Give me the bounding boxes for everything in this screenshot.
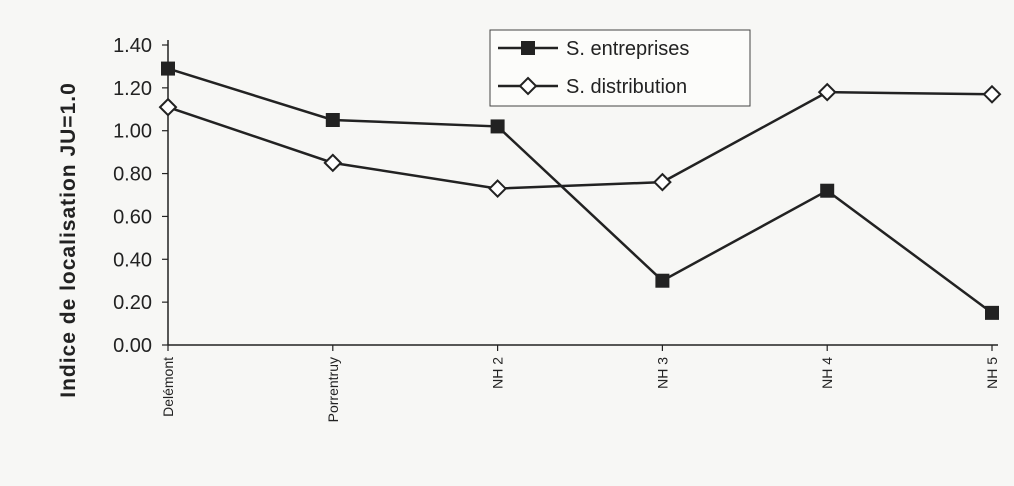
x-tick-label: NH 4 <box>819 357 835 389</box>
y-tick-label: 0.20 <box>113 292 152 314</box>
legend-label: S. entreprises <box>566 38 689 60</box>
series-line <box>167 90 993 190</box>
y-tick-label: 0.60 <box>113 206 152 228</box>
series-2 <box>158 82 1002 198</box>
data-point <box>982 84 1002 104</box>
data-point <box>652 172 672 192</box>
legend-label: S. distribution <box>566 76 687 98</box>
data-point <box>985 305 999 320</box>
y-tick-label: 0.80 <box>113 164 152 186</box>
legend-marker <box>518 76 538 96</box>
legend: S. entreprises S. distribution <box>489 29 751 107</box>
y-axis-title: Indice de localisation JU=1.0 <box>57 82 80 398</box>
data-point <box>655 273 670 288</box>
y-tick-label: 0.40 <box>113 249 152 271</box>
data-point <box>158 97 178 117</box>
data-point <box>817 82 837 102</box>
y-tick-label: 0.00 <box>113 335 152 357</box>
data-point <box>325 113 340 127</box>
legend-marker <box>521 41 535 55</box>
y-axis-ticks: 0.00 0.20 0.40 0.60 0.80 1.00 1.20 1.40 <box>113 35 168 357</box>
y-tick-label: 1.40 <box>113 35 152 57</box>
data-point <box>820 183 835 198</box>
series-1 <box>161 61 999 320</box>
data-point <box>161 61 175 76</box>
y-tick-label: 1.20 <box>113 78 152 100</box>
axes <box>167 40 998 346</box>
legend-item: S. entreprises <box>498 38 689 60</box>
x-axis-ticks: Delémont Porrentruy NH 2 NH 3 NH 4 NH 5 <box>160 345 1000 422</box>
data-point <box>323 153 343 173</box>
y-tick-label: 1.00 <box>113 121 152 143</box>
series-line <box>167 67 993 314</box>
x-tick-label: Delémont <box>160 357 176 417</box>
x-tick-label: NH 3 <box>654 357 670 389</box>
data-point <box>490 119 505 134</box>
x-tick-label: NH 2 <box>490 357 506 389</box>
legend-item: S. distribution <box>498 76 687 98</box>
series-layer <box>158 61 1002 320</box>
data-point <box>488 179 508 198</box>
x-tick-label: Porrentruy <box>325 357 341 422</box>
x-tick-label: NH 5 <box>984 357 1000 389</box>
